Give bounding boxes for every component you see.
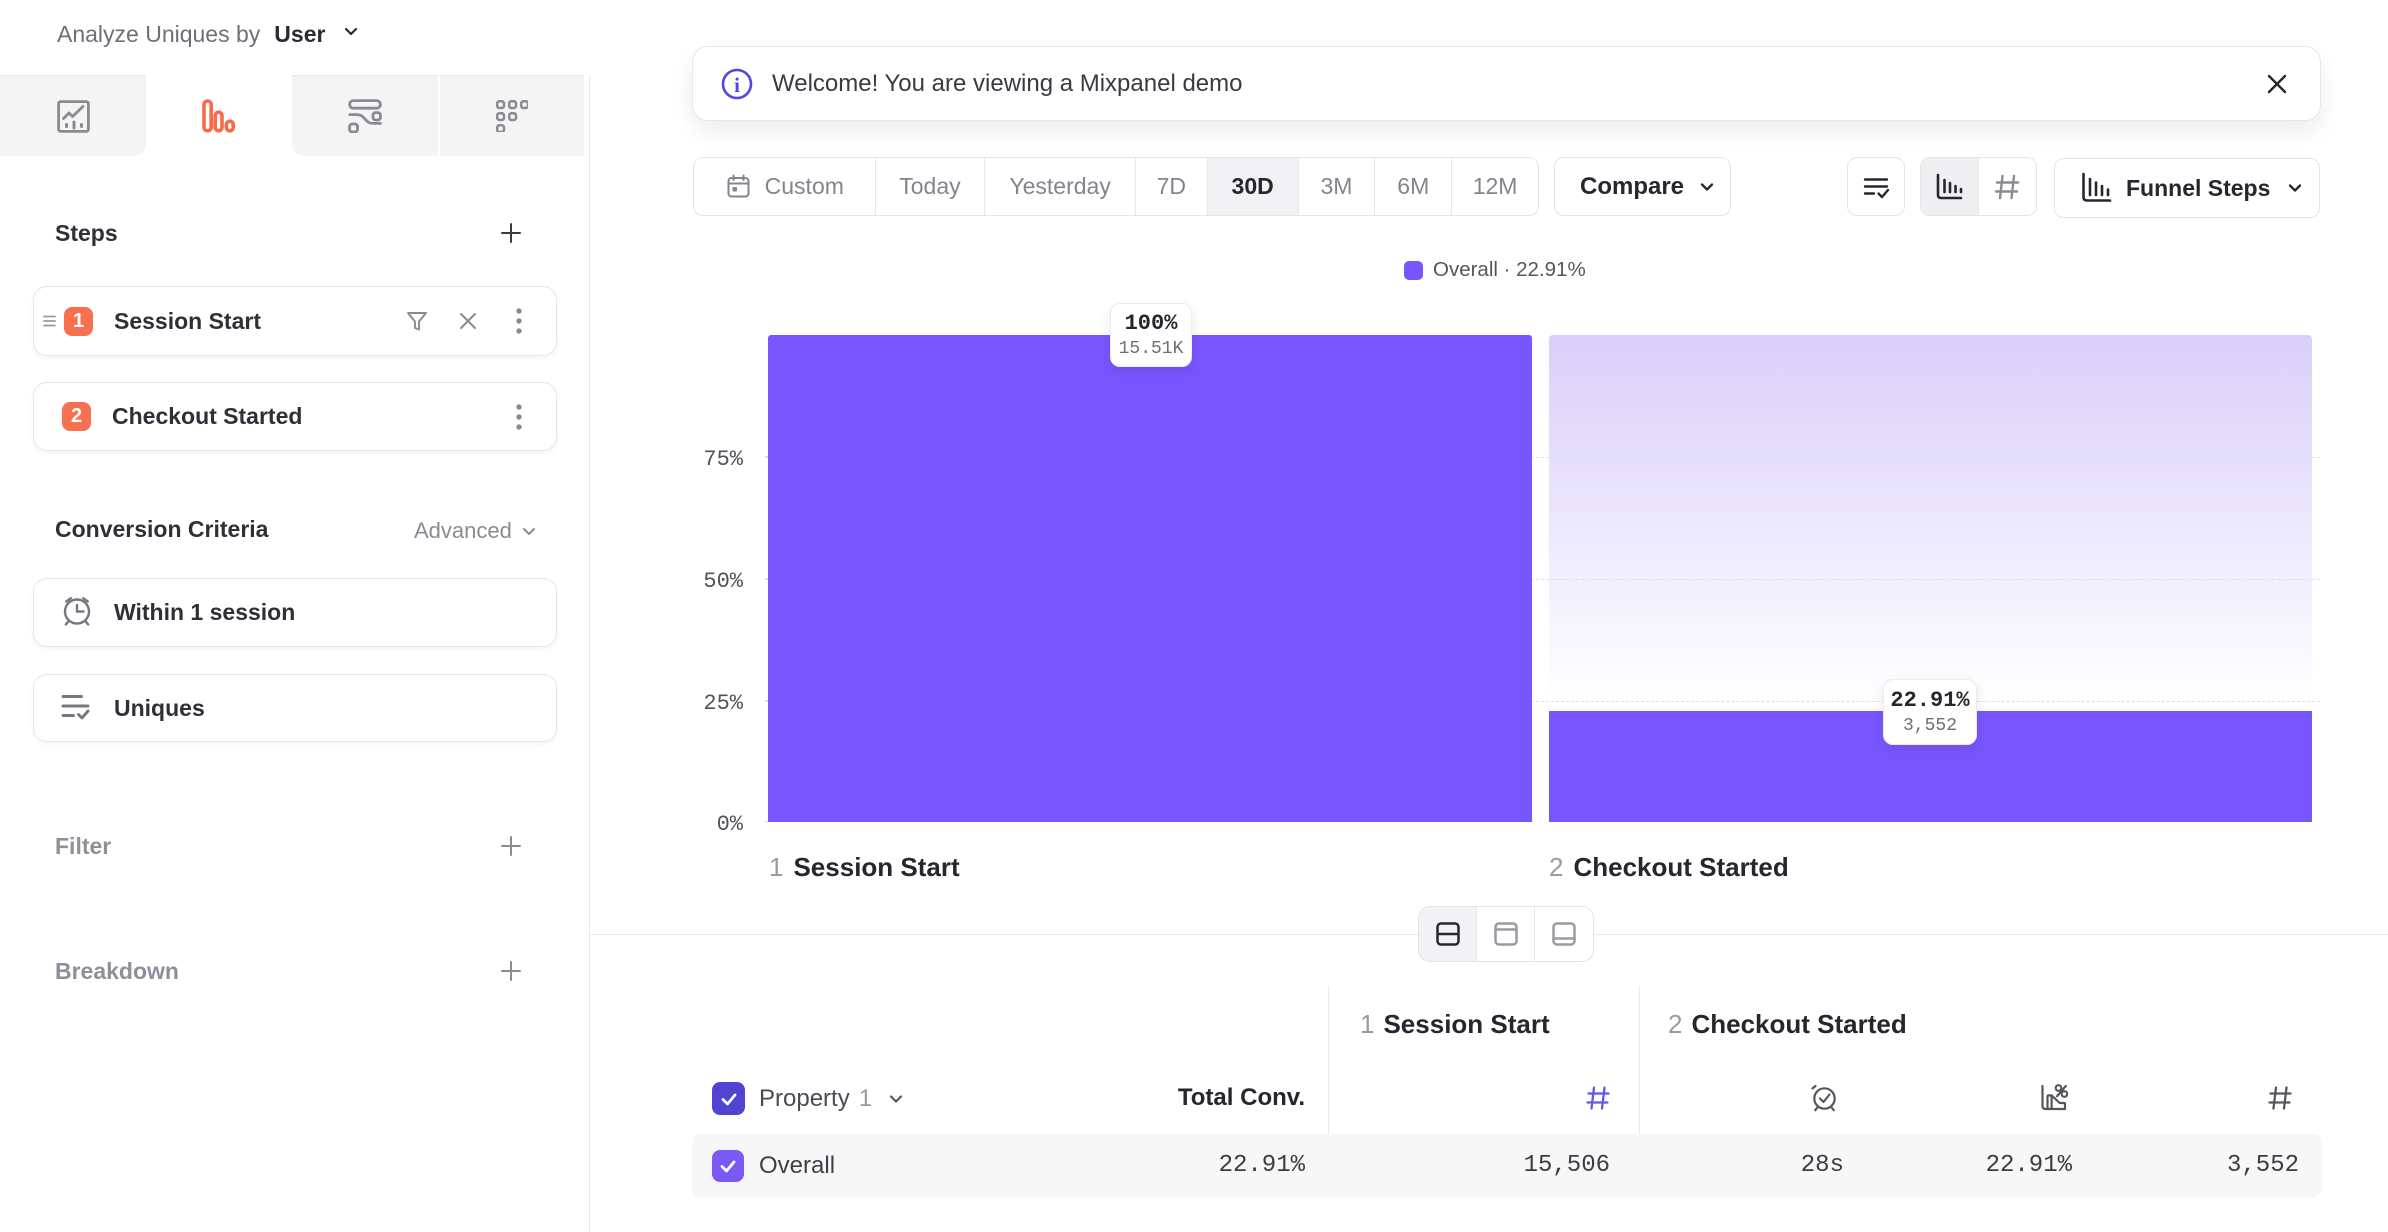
svg-text:i: i — [734, 73, 740, 97]
